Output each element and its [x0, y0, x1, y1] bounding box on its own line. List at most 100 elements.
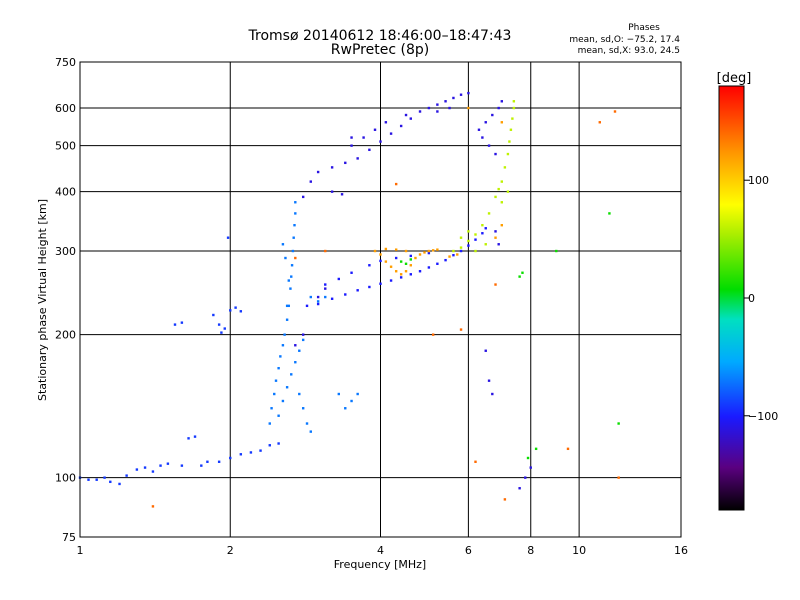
- data-point: [226, 236, 230, 239]
- data-point: [456, 253, 459, 256]
- data-point: [467, 239, 470, 243]
- data-point: [436, 262, 439, 265]
- data-point: [436, 110, 439, 113]
- data-point: [452, 96, 455, 100]
- y-axis-label: Stationary phase Virtual Height [km]: [36, 199, 49, 401]
- data-point: [340, 193, 344, 196]
- phases-x-line: mean, sd,X: 93.0, 24.5: [578, 46, 680, 56]
- data-point: [301, 338, 305, 342]
- data-point: [217, 460, 221, 463]
- data-point: [290, 373, 293, 376]
- data-point: [423, 251, 426, 254]
- data-point: [459, 236, 463, 239]
- x-tick-label: 1: [77, 544, 84, 557]
- data-point: [344, 293, 347, 296]
- data-point: [379, 140, 382, 143]
- colorbar-tick-label: −100: [748, 410, 778, 423]
- data-point: [362, 136, 365, 139]
- data-point: [193, 435, 197, 438]
- data-point: [506, 190, 510, 193]
- data-point: [239, 310, 243, 313]
- data-point: [151, 505, 155, 508]
- data-point: [95, 478, 98, 481]
- data-point: [474, 238, 477, 241]
- data-point: [399, 260, 403, 263]
- data-point: [206, 460, 209, 463]
- data-point: [506, 152, 510, 156]
- data-point: [459, 328, 463, 331]
- data-point: [617, 476, 620, 479]
- data-point: [503, 498, 507, 501]
- data-point: [350, 144, 353, 147]
- data-point: [293, 224, 296, 227]
- data-point: [324, 283, 327, 286]
- plot-frame: [79, 61, 682, 538]
- data-point: [444, 258, 447, 262]
- data-point: [481, 232, 484, 235]
- chart-subtitle: RwPretec (8p): [331, 42, 429, 58]
- y-tick-label: 200: [55, 329, 76, 342]
- chart-title: Tromsø 20140612 18:46:00–18:47:43: [248, 28, 512, 44]
- data-point: [344, 407, 347, 410]
- data-point: [301, 195, 305, 199]
- data-point: [500, 100, 504, 103]
- data-point: [273, 392, 276, 396]
- data-point: [292, 236, 295, 239]
- x-axis-ticks: 1 2 4 6 8 10 16: [77, 544, 689, 557]
- data-point: [166, 462, 170, 465]
- data-point: [491, 113, 494, 117]
- data-point: [481, 136, 484, 139]
- data-point: [534, 447, 538, 451]
- data-point: [459, 249, 463, 253]
- y-tick-label: 600: [55, 102, 76, 115]
- data-point: [109, 480, 112, 484]
- data-point: [474, 460, 477, 463]
- data-point: [436, 103, 439, 106]
- data-point: [200, 464, 203, 467]
- data-point: [404, 262, 408, 265]
- data-point: [389, 265, 393, 268]
- data-point: [277, 366, 280, 370]
- x-tick-label: 4: [377, 544, 384, 557]
- data-point: [512, 100, 516, 103]
- grid: [80, 62, 681, 537]
- phases-title: Phases: [628, 23, 660, 33]
- data-point: [399, 273, 403, 276]
- data-point: [287, 279, 290, 282]
- data-point: [436, 248, 439, 251]
- data-point: [512, 106, 516, 110]
- y-tick-label: 100: [55, 472, 76, 485]
- data-point: [118, 482, 121, 486]
- data-point: [373, 249, 377, 253]
- data-point: [103, 476, 106, 479]
- data-point: [337, 392, 341, 396]
- data-point: [418, 253, 422, 256]
- data-point: [373, 128, 377, 131]
- data-point: [268, 422, 271, 425]
- data-point: [309, 295, 312, 299]
- data-point: [294, 256, 297, 260]
- data-point: [368, 148, 371, 152]
- data-point: [223, 327, 226, 330]
- data-point: [409, 117, 412, 120]
- data-point: [298, 349, 301, 352]
- data-point: [491, 392, 494, 396]
- data-point: [324, 249, 327, 253]
- data-point: [448, 255, 451, 258]
- data-point: [529, 466, 532, 469]
- data-point: [399, 124, 403, 128]
- data-point: [467, 106, 470, 110]
- data-point: [135, 468, 139, 471]
- data-point: [384, 260, 388, 263]
- data-point: [298, 392, 301, 396]
- data-point: [389, 132, 393, 135]
- x-tick-label: 10: [572, 544, 586, 557]
- data-point: [452, 253, 455, 257]
- data-point: [87, 478, 90, 481]
- data-point: [290, 264, 294, 267]
- data-point: [151, 470, 155, 473]
- data-point: [330, 297, 334, 300]
- data-point: [394, 270, 398, 273]
- data-point: [427, 266, 431, 269]
